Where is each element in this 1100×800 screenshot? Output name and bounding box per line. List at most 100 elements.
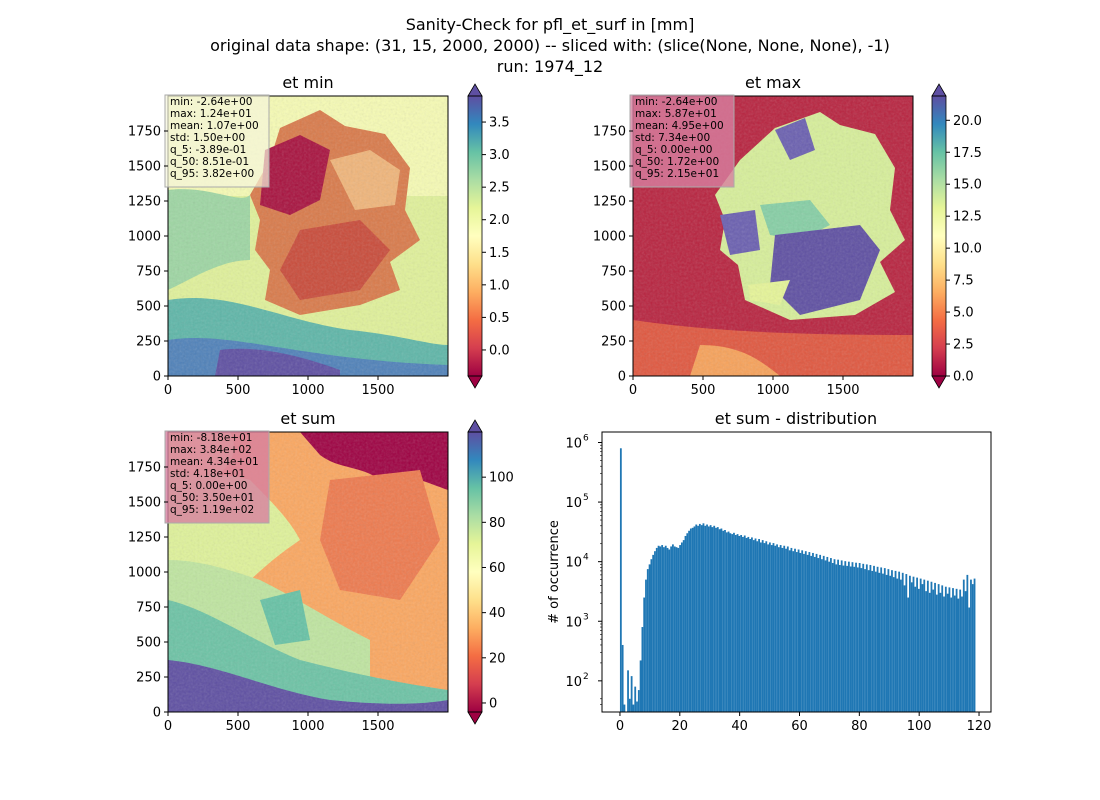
panel-title: et min	[282, 73, 333, 92]
y-tick-label: 10	[565, 556, 582, 571]
histogram-bar	[711, 527, 714, 712]
histogram-bar	[646, 569, 649, 712]
stats-line: mean: 4.34e+01	[170, 456, 259, 468]
x-tick-label: 80	[851, 719, 868, 734]
histogram-bar	[962, 579, 965, 712]
panel-et-sum: et sum min: -8.18e+01 max: 3.84e+02 mean…	[128, 409, 514, 734]
stats-text: min: -2.64e+00 max: 1.24e+01 mean: 1.07e…	[170, 96, 259, 180]
histogram-bar	[926, 580, 929, 712]
stats-text: min: -2.64e+00 max: 5.87e+01 mean: 4.95e…	[635, 96, 724, 180]
stats-line: max: 3.84e+02	[170, 444, 252, 456]
x-axis: 0 500 1000 1500	[164, 712, 395, 734]
histogram-bar	[878, 572, 881, 712]
x-tick-label: 20	[672, 719, 689, 734]
histogram-bar	[808, 552, 811, 712]
histogram-bar	[652, 554, 655, 712]
histogram-bar	[880, 567, 883, 712]
y-axis: 0 250 500 750 1000 1250 1500 1750	[128, 461, 168, 721]
y-tick-label: 1250	[128, 531, 161, 546]
histogram-bar	[761, 540, 764, 712]
y-axis: 0 250 500 750 1000 1250 1500 1750	[593, 125, 633, 385]
histogram-bar	[876, 566, 879, 712]
figure-title-line-2: original data shape: (31, 15, 2000, 2000…	[210, 36, 890, 55]
histogram-bar	[830, 558, 832, 712]
histogram-bar	[648, 564, 651, 712]
histogram-bar	[725, 532, 728, 712]
histogram-bar	[709, 525, 712, 712]
stats-line: q_95: 2.15e+01	[635, 168, 719, 180]
histogram-bar	[679, 545, 681, 712]
stats-line: max: 5.87e+01	[635, 108, 717, 120]
stats-line: q_95: 3.82e+00	[170, 168, 254, 180]
histogram-bar	[720, 528, 723, 712]
colorbar-extend-max	[467, 419, 483, 433]
colorbar-tick-label: 0	[489, 696, 497, 711]
stats-line: q_5: 0.00e+00	[635, 144, 712, 156]
histogram-bar	[707, 526, 710, 712]
histogram-bar	[630, 676, 633, 712]
histogram-bar	[797, 549, 800, 712]
histogram-bar	[846, 565, 848, 712]
histogram-bar	[783, 545, 786, 712]
colorbar-tick-label: 0.0	[953, 370, 974, 385]
colorbar: 0.0 0.5 1.0 1.5 2.0 2.5 3.0 3.5	[467, 83, 510, 389]
histogram-bar	[729, 533, 732, 712]
histogram-bar	[628, 698, 631, 712]
figure-title: Sanity-Check for pfl_et_surf in [mm] ori…	[210, 15, 890, 77]
colorbar-tick-label: 5.0	[953, 306, 974, 321]
histogram-bar	[681, 542, 683, 712]
y-tick-label: 750	[601, 265, 626, 280]
colorbar-gradient	[932, 96, 946, 376]
histogram-bar	[914, 586, 917, 712]
axes-frame	[601, 431, 992, 713]
histogram-bar	[664, 545, 667, 712]
y-tick-label: 10	[565, 496, 582, 511]
x-tick-label: 0	[629, 383, 637, 398]
histogram-bar	[909, 575, 911, 712]
x-tick-label: 500	[226, 383, 251, 398]
stats-line: mean: 1.07e+00	[170, 120, 259, 132]
histogram-bar	[738, 535, 741, 712]
histogram-bar	[971, 584, 974, 712]
colorbar-extend-min	[467, 375, 483, 389]
colorbar-tick-label: 3.5	[489, 116, 510, 131]
x-tick-label: 1500	[826, 383, 859, 398]
histogram-bar	[804, 551, 807, 712]
y-tick-label: 0	[618, 370, 626, 385]
y-tick-exponent: 3	[583, 612, 589, 622]
histogram-bar	[752, 540, 755, 712]
histogram-bar	[882, 573, 884, 712]
y-tick-label: 1750	[128, 461, 161, 476]
y-tick-label: 0	[153, 370, 161, 385]
histogram-bar	[831, 563, 834, 712]
histogram-bar	[682, 540, 685, 712]
histogram-bar	[754, 538, 757, 712]
y-tick-label: 500	[136, 300, 161, 315]
histogram-bar	[734, 535, 737, 712]
histogram-bar	[934, 582, 936, 712]
histogram-bar	[621, 644, 624, 712]
histogram-bar	[731, 534, 734, 712]
histogram-bar	[684, 535, 687, 712]
histogram-bar	[910, 582, 913, 712]
histogram-bar	[779, 545, 782, 712]
colorbar-tick-label: 3.0	[489, 148, 510, 163]
histogram-bar	[851, 562, 854, 712]
histogram-bar	[862, 563, 865, 712]
histogram-bar	[941, 585, 944, 712]
histogram-bar	[788, 550, 791, 712]
histogram-bar	[867, 570, 870, 712]
histogram-bar	[799, 552, 802, 712]
histogram-bar	[786, 546, 789, 712]
histogram-bar	[623, 704, 626, 712]
histogram-bar	[810, 555, 813, 712]
histogram-bar	[663, 547, 665, 712]
histogram-bar	[935, 594, 938, 712]
histogram-bar	[700, 525, 703, 712]
histogram-bar	[661, 545, 664, 712]
stats-line: std: 4.18e+01	[170, 468, 245, 480]
figure-title-line-1: Sanity-Check for pfl_et_surf in [mm]	[406, 15, 695, 35]
histogram-bar	[912, 576, 915, 712]
histogram-bar	[688, 530, 690, 712]
histogram-bar	[844, 561, 847, 712]
